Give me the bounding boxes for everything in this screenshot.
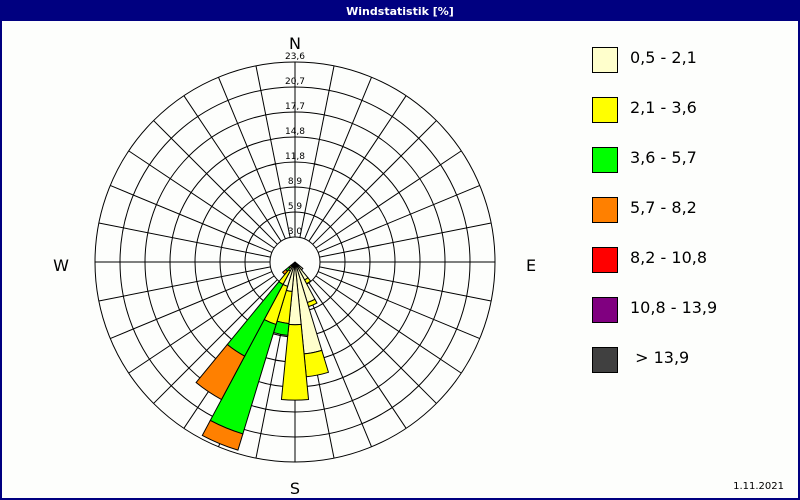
compass-e: E <box>526 256 536 275</box>
legend-label: 0,5 - 2,1 <box>630 48 697 67</box>
grid-spoke <box>315 275 462 374</box>
wedge-segment <box>281 268 289 276</box>
legend-item: 10,8 - 13,9 <box>590 295 790 325</box>
legend-swatch <box>592 47 618 73</box>
grid-spoke <box>304 77 372 240</box>
date-label: 1.11.2021 <box>733 481 784 492</box>
wedge-segment <box>195 343 246 401</box>
legend-item: 5,7 - 8,2 <box>590 195 790 225</box>
ring-label: 8,9 <box>288 177 303 187</box>
legend-label: 10,8 - 13,9 <box>630 298 718 317</box>
wedge-segment <box>280 323 310 401</box>
grid-spoke <box>153 279 278 404</box>
legend-item: 3,6 - 5,7 <box>590 145 790 175</box>
grid-spoke <box>319 222 492 258</box>
legend-swatch <box>592 197 618 223</box>
legend-swatch <box>592 297 618 323</box>
grid-ring <box>119 86 471 438</box>
grid-spoke <box>255 65 291 238</box>
ring-label: 17,7 <box>285 102 305 112</box>
grid-ring <box>94 61 496 463</box>
legend-label: 3,6 - 5,7 <box>630 148 697 167</box>
grid-spoke <box>110 185 273 253</box>
legend-label: 2,1 - 3,6 <box>630 98 697 117</box>
grid-spoke <box>128 275 275 374</box>
grid-spoke <box>110 271 273 339</box>
grid-spoke <box>308 95 407 242</box>
grid-spoke <box>304 284 372 447</box>
grid-spoke <box>153 120 278 245</box>
legend-item: 0,5 - 2,1 <box>590 45 790 75</box>
legend-label: 5,7 - 8,2 <box>630 198 697 217</box>
legend-label: 8,2 - 10,8 <box>630 248 708 267</box>
grid-spoke <box>299 65 335 238</box>
compass-w: W <box>53 256 69 275</box>
legend-label: > 13,9 <box>630 348 690 367</box>
grid-ring <box>144 111 446 413</box>
wedge-segment <box>303 349 330 378</box>
ring-label: 11,8 <box>285 152 305 162</box>
legend-swatch <box>592 247 618 273</box>
legend-swatch <box>592 97 618 123</box>
axis-labels: 3,0 5,9 8,9 11,8 14,8 17,7 20,7 23,6N S W E <box>53 34 536 498</box>
grid-spoke <box>183 95 282 242</box>
legend-item: > 13,9 <box>590 345 790 375</box>
ring-label: 14,8 <box>285 127 305 137</box>
ring-label: 5,9 <box>288 202 303 212</box>
chart-title: Windstatistik [%] <box>2 2 798 21</box>
ring-label: 20,7 <box>285 77 305 87</box>
ring-label: 3,0 <box>288 227 303 237</box>
grid-spoke <box>312 279 437 404</box>
legend-swatch <box>592 347 618 373</box>
legend-item: 8,2 - 10,8 <box>590 245 790 275</box>
grid-spoke <box>317 185 480 253</box>
legend-item: 2,1 - 3,6 <box>590 95 790 125</box>
grid-spoke <box>312 120 437 245</box>
legend-swatch <box>592 147 618 173</box>
grid-spoke <box>319 266 492 302</box>
grid-spoke <box>218 77 286 240</box>
compass-s: S <box>290 479 300 498</box>
wind-wedges <box>195 261 330 451</box>
grid-spoke <box>315 150 462 249</box>
compass-n: N <box>289 34 301 53</box>
wedge-segment <box>201 419 244 451</box>
grid-spoke <box>317 271 480 339</box>
grid-spoke <box>98 222 271 258</box>
ring-label: 23,6 <box>285 52 305 62</box>
grid-spoke <box>98 266 271 302</box>
grid-spoke <box>128 150 275 249</box>
grid-spoke <box>308 282 407 429</box>
